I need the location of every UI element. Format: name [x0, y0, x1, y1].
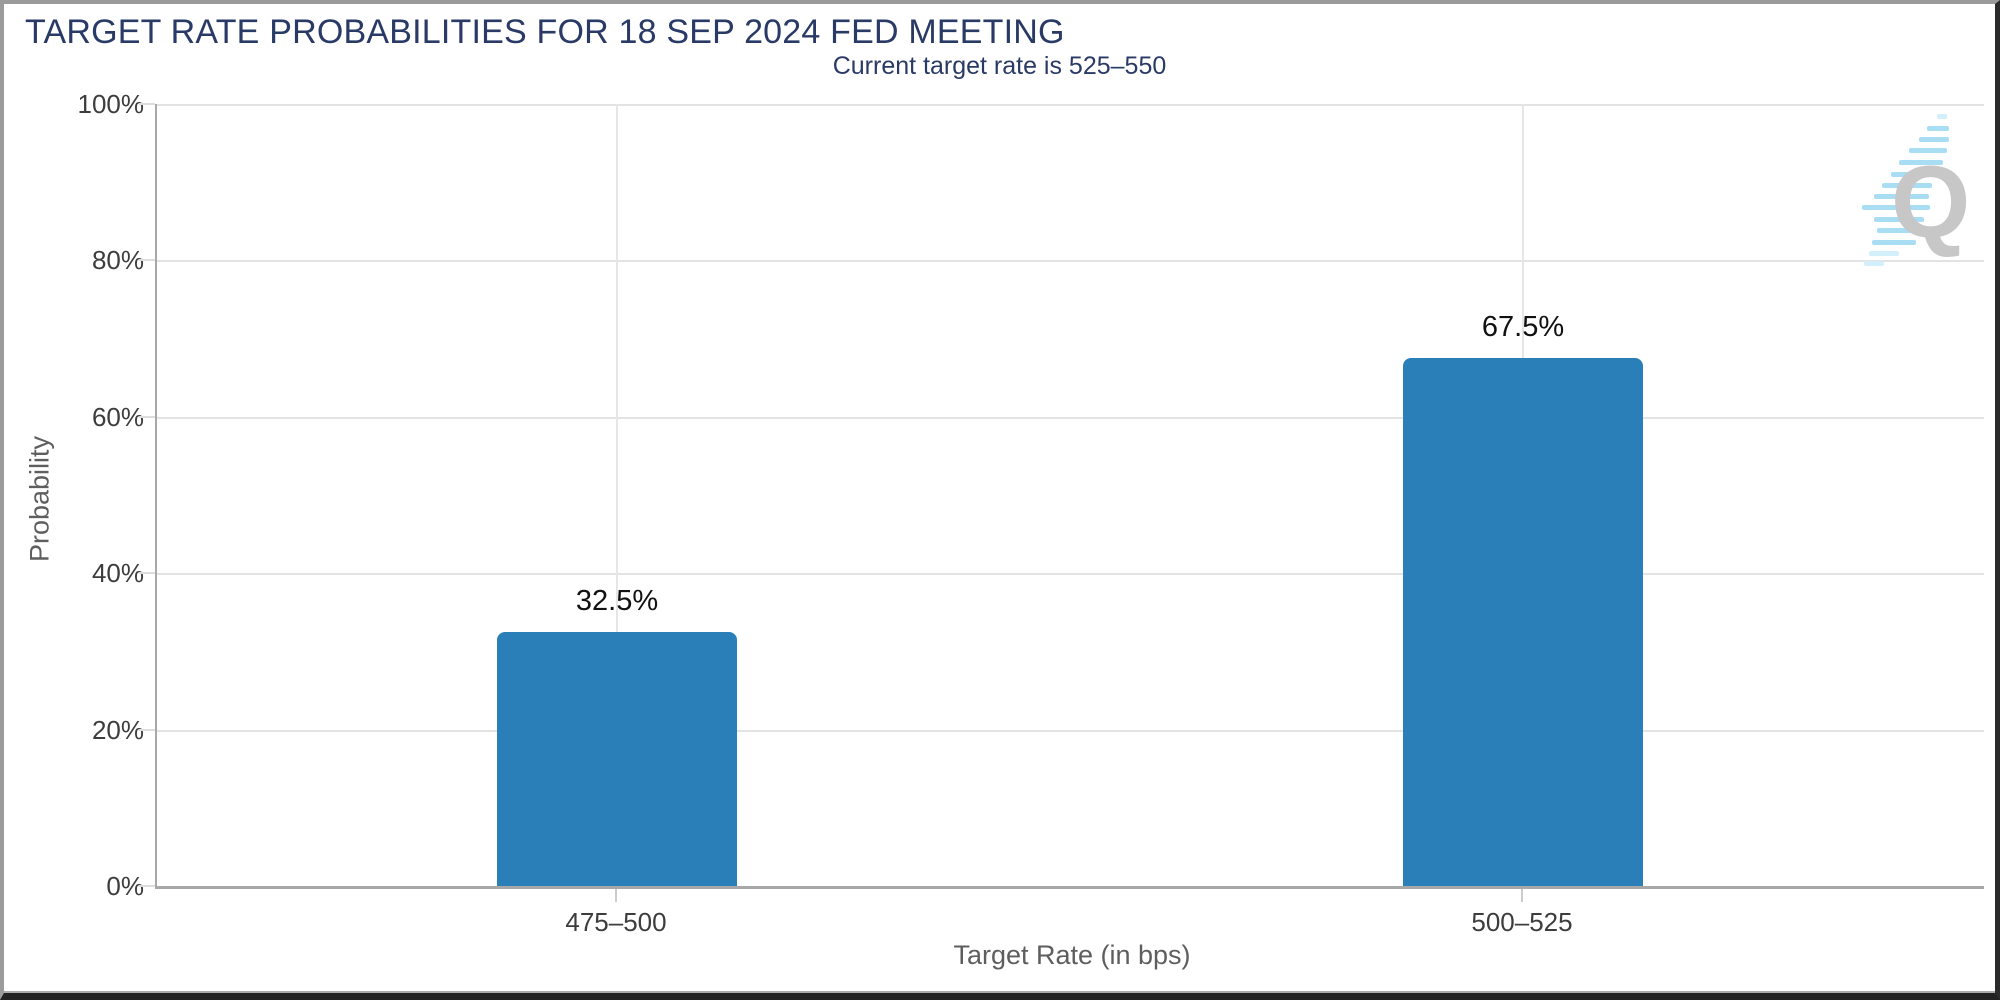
plot-area: 32.5% 67.5% [155, 104, 1984, 889]
gridline-80 [157, 260, 1984, 262]
xtick-mark [1521, 889, 1523, 902]
ytick-mark [139, 572, 155, 574]
logo-dash [1869, 251, 1899, 256]
bar-475-500[interactable] [497, 632, 737, 886]
logo-dash [1891, 172, 1931, 177]
ytick-100: 100% [77, 89, 145, 119]
y-axis-title: Probability [24, 435, 55, 563]
gridline-60 [157, 417, 1984, 419]
chart-subtitle: Current target rate is 525–550 [832, 52, 1167, 80]
xtick-500-525: 500–525 [1471, 907, 1573, 937]
ytick-20: 20% [91, 715, 144, 745]
ytick-40: 40% [91, 558, 144, 588]
logo-dash [1909, 148, 1947, 153]
gridline-20 [157, 730, 1984, 732]
logo-letter-q: Q [1891, 145, 1971, 259]
logo-dash [1874, 217, 1924, 222]
logo-dash [1872, 240, 1916, 245]
bar-value-label: 32.5% [575, 585, 659, 617]
logo-dash [1927, 126, 1949, 131]
logo-dash [1937, 114, 1947, 119]
ytick-80: 80% [91, 245, 144, 275]
bar-group-475-500: 32.5% [497, 585, 737, 886]
ytick-mark [139, 259, 155, 261]
logo-dash [1919, 137, 1949, 142]
logo-dash [1862, 205, 1930, 210]
gridline-cat-1 [616, 104, 618, 886]
gridline-100 [157, 104, 1984, 106]
ytick-mark [139, 729, 155, 731]
logo-dash [1899, 160, 1943, 165]
ytick-mark [139, 416, 155, 418]
x-axis-title: Target Rate (in bps) [953, 940, 1191, 970]
ytick-mark [139, 885, 155, 887]
bar-500-525[interactable] [1403, 358, 1643, 886]
bar-value-label: 67.5% [1481, 311, 1565, 343]
logo-dash [1877, 228, 1923, 233]
ytick-60: 60% [91, 402, 144, 432]
ytick-mark [139, 103, 155, 105]
quikstrike-logo-watermark: Q [1849, 111, 1974, 266]
chart-title: TARGET RATE PROBABILITIES FOR 18 SEP 202… [25, 13, 1065, 51]
logo-dash [1864, 261, 1884, 266]
logo-dash [1874, 194, 1929, 199]
xtick-475-500: 475–500 [565, 907, 667, 937]
logo-dash [1882, 183, 1932, 188]
bar-group-500-525: 67.5% [1403, 311, 1643, 886]
xtick-mark [615, 889, 617, 902]
ytick-0: 0% [106, 871, 144, 901]
gridline-40 [157, 573, 1984, 575]
